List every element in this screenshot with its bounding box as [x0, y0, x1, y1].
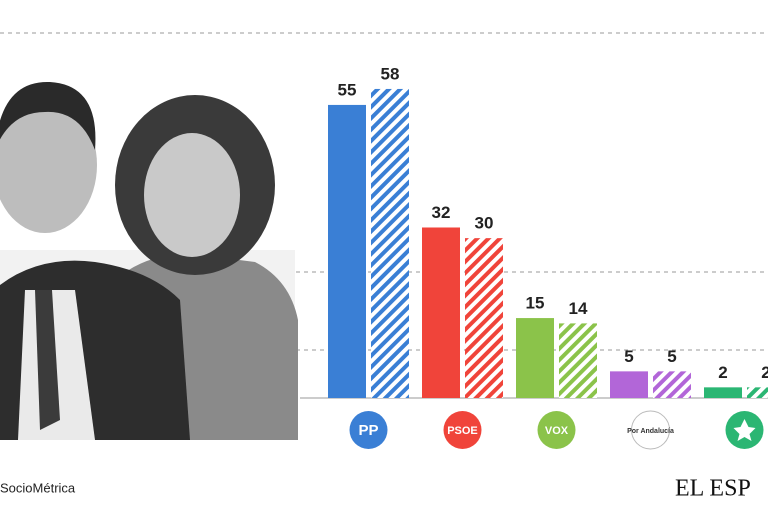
value-label: 58	[381, 64, 400, 83]
party-logo	[631, 410, 670, 450]
bar	[610, 371, 648, 398]
value-label: 32	[432, 203, 451, 222]
bar	[465, 238, 503, 398]
party-logo	[349, 411, 388, 449]
x-tick-label: Por Andalucía	[627, 428, 674, 435]
bar	[371, 88, 409, 398]
party-logo	[537, 411, 576, 449]
bar	[559, 323, 597, 398]
value-label: 2	[718, 363, 727, 382]
x-tick-label: PSOE	[447, 425, 478, 437]
brand: EL ESP	[675, 476, 751, 502]
party-logo	[443, 411, 482, 449]
value-label: 5	[624, 347, 633, 366]
bar	[422, 227, 460, 398]
x-tick-label: PP	[358, 422, 378, 439]
bar	[747, 387, 768, 398]
value-label: 5	[667, 347, 676, 366]
value-label: 30	[475, 214, 494, 233]
bar	[653, 371, 691, 398]
bar	[516, 318, 554, 398]
source: SocioMétrica	[0, 480, 76, 495]
value-label: 15	[526, 294, 545, 313]
bar	[704, 387, 742, 398]
value-label: 2	[761, 363, 768, 382]
x-tick-label: VOX	[545, 425, 569, 437]
photo	[0, 81, 298, 440]
logo-star	[733, 419, 756, 441]
value-label: 55	[338, 80, 357, 99]
value-label: 14	[569, 299, 588, 318]
bar	[328, 104, 366, 398]
